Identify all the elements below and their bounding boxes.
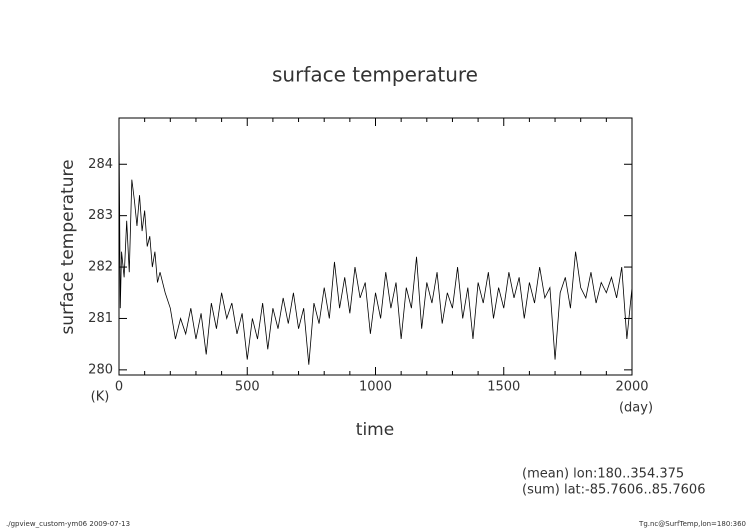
y-tick-label: 282 <box>88 260 113 275</box>
x-tick-label: 500 <box>235 380 260 395</box>
chart-title: surface temperature <box>272 63 478 87</box>
x-tick-label: 1000 <box>359 380 392 395</box>
annotation: (sum) lat:-85.7606..85.7606 <box>522 483 705 498</box>
x-tick-label: 0 <box>115 380 123 395</box>
y-tick-label: 283 <box>88 208 113 223</box>
y-axis-label: surface temperature <box>58 159 78 334</box>
footer: Tg.nc@SurfTemp,lon=180:360 <box>638 520 746 528</box>
footer: ./gpview_custom-ym06 2009-07-13 <box>6 520 130 528</box>
x-tick-label: 1500 <box>487 380 520 395</box>
y-tick-label: 284 <box>88 157 113 172</box>
x-axis-label: time <box>356 420 394 440</box>
x-tick-label: 2000 <box>615 380 648 395</box>
y-tick-label: 280 <box>88 362 113 377</box>
y-unit: (K) <box>91 390 110 405</box>
x-unit: (day) <box>619 401 653 416</box>
series-line <box>118 123 633 365</box>
y-tick-label: 281 <box>88 311 113 326</box>
annotation: (mean) lon:180..354.375 <box>522 467 684 482</box>
